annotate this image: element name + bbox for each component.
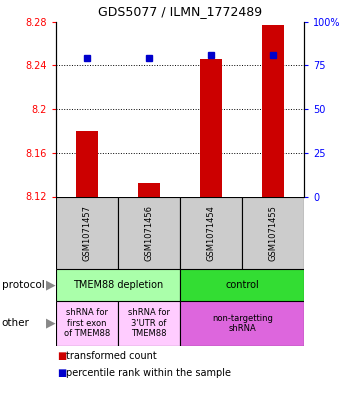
Text: shRNA for
3'UTR of
TMEM88: shRNA for 3'UTR of TMEM88 — [128, 309, 170, 338]
Bar — [56, 301, 118, 346]
Bar — [56, 269, 180, 301]
Text: ■: ■ — [57, 368, 66, 378]
Text: ■: ■ — [57, 351, 66, 361]
Bar — [138, 184, 160, 196]
Text: protocol: protocol — [2, 280, 45, 290]
Text: GSM1071454: GSM1071454 — [207, 205, 216, 261]
Text: ▶: ▶ — [46, 278, 55, 292]
Title: GDS5077 / ILMN_1772489: GDS5077 / ILMN_1772489 — [98, 5, 262, 18]
Text: other: other — [2, 318, 30, 328]
Bar — [180, 301, 304, 346]
Text: control: control — [225, 280, 259, 290]
Bar — [262, 25, 284, 196]
Bar — [180, 269, 304, 301]
Bar — [118, 196, 180, 269]
Text: percentile rank within the sample: percentile rank within the sample — [66, 368, 231, 378]
Bar — [242, 196, 304, 269]
Bar — [118, 301, 180, 346]
Text: ▶: ▶ — [46, 317, 55, 330]
Text: shRNA for
first exon
of TMEM88: shRNA for first exon of TMEM88 — [64, 309, 110, 338]
Text: transformed count: transformed count — [66, 351, 157, 361]
Text: TMEM88 depletion: TMEM88 depletion — [73, 280, 163, 290]
Bar — [180, 196, 242, 269]
Text: non-targetting
shRNA: non-targetting shRNA — [212, 314, 273, 333]
Bar — [200, 59, 222, 196]
Text: GSM1071457: GSM1071457 — [83, 205, 91, 261]
Bar — [76, 131, 98, 196]
Bar — [56, 196, 118, 269]
Text: GSM1071455: GSM1071455 — [269, 205, 278, 261]
Text: GSM1071456: GSM1071456 — [145, 205, 154, 261]
